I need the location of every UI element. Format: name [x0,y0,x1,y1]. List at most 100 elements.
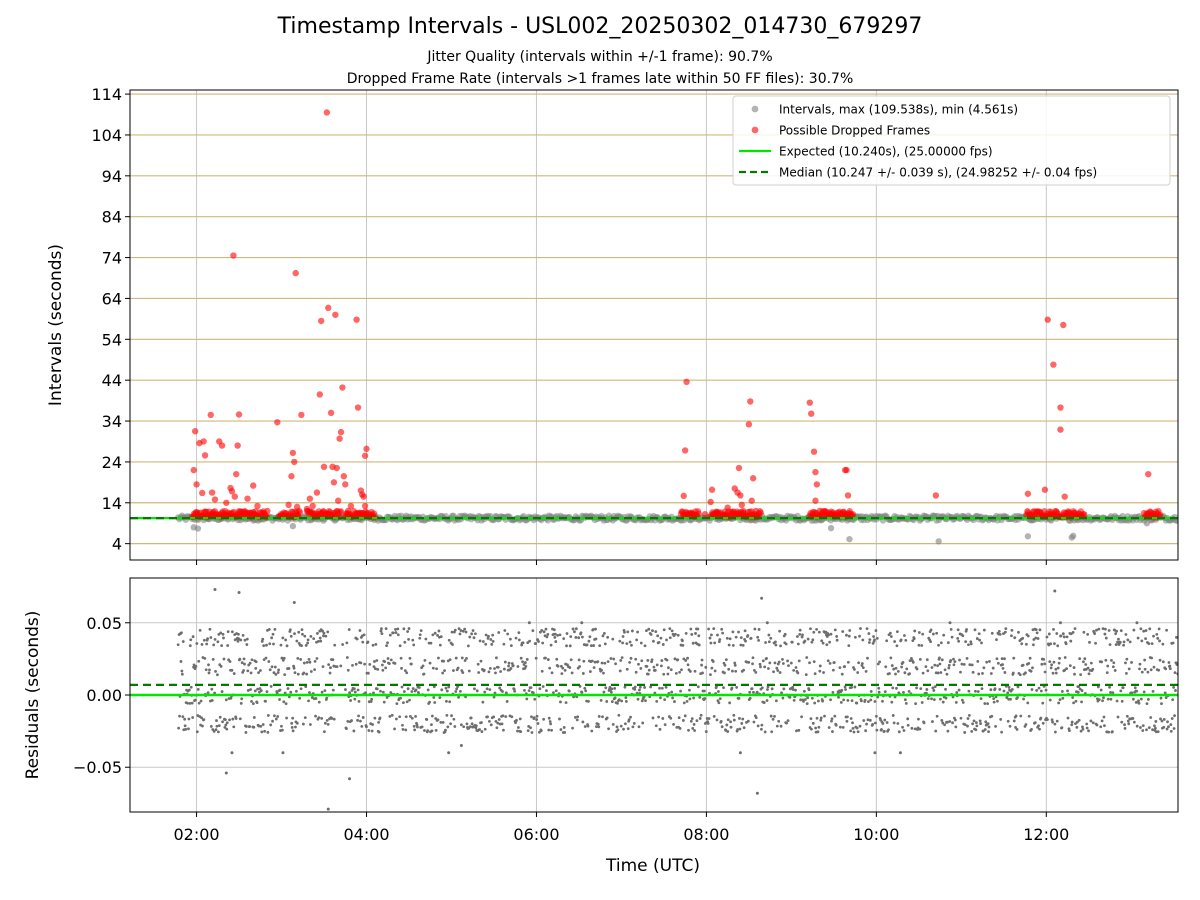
residual-point [468,725,472,729]
residual-point [271,719,274,723]
residual-point [525,658,529,661]
residual-point [1032,638,1036,641]
residual-point [202,638,206,642]
residual-point [781,662,785,665]
residual-point [910,726,914,730]
residual-point [866,718,870,722]
residual-point [523,688,526,692]
residual-point [379,689,382,693]
dropped-frame-point [264,507,271,515]
residual-point [995,638,998,642]
residual-point [1103,724,1106,728]
dropped-frame-point [333,464,340,472]
residual-point [625,667,629,671]
residual-point [418,633,422,637]
residual-point [534,642,538,645]
dropped-frame-point [327,409,335,417]
residual-point [969,640,973,644]
residual-point [1046,718,1049,721]
residual-point [935,714,939,718]
residual-point [524,665,528,668]
residual-point [751,656,755,660]
residual-point [329,666,332,670]
residual-point [980,641,983,645]
residual-point [815,716,819,720]
residual-point [480,730,484,733]
residual-point [684,631,688,635]
residual-point [769,714,773,718]
residual-point [659,664,663,668]
residual-point [647,668,651,672]
residual-point [505,700,509,703]
residual-point [1000,657,1004,661]
residual-point [717,690,720,693]
residual-point [1024,642,1028,646]
residual-point [1054,671,1058,675]
residual-point [917,631,921,634]
residual-point [571,627,575,631]
dropped-frame-point [293,503,301,511]
residual-point [863,698,867,702]
residual-point [1035,631,1039,635]
residual-point [531,691,535,695]
dropped-frame-point [296,509,304,516]
residual-point [669,668,673,672]
residual-point [1113,669,1117,672]
residual-point [289,690,293,694]
residual-point [779,644,782,648]
residual-point [1070,720,1074,724]
residual-point [856,671,860,674]
residual-point [502,728,505,732]
residual-point [243,662,246,666]
residual-point [1048,660,1052,664]
residual-point [803,698,807,701]
residual-point [296,672,300,676]
residual-point [1058,657,1061,660]
residual-point [341,643,345,646]
residual-point [302,661,306,665]
residual-point [470,632,474,636]
residual-point [426,688,430,692]
residual-point [481,700,485,704]
residual-point [723,671,726,675]
residual-point [858,724,862,728]
residual-point [736,728,739,731]
dropped-frame-point [1057,426,1064,433]
residual-point [685,700,689,703]
residual-point [568,644,572,648]
residual-point [222,657,226,661]
residual-point [278,688,282,692]
residual-point [812,630,816,634]
residual-point [502,667,506,671]
residual-point [1010,634,1013,638]
residual-point [1159,717,1162,721]
residual-point [956,628,960,632]
residual-point [439,635,443,639]
residual-point [645,664,649,668]
residual-point [696,627,700,631]
dropped-frame-point [701,511,709,518]
dropped-frame-point [1050,361,1057,368]
dropped-frame-point [1081,511,1088,518]
residual-point [805,702,809,706]
residual-point [373,716,377,720]
residual-point [1082,660,1085,664]
dropped-frame-point [289,449,297,457]
residual-point [1007,686,1011,689]
residual-point [707,627,710,631]
residual-point [864,729,868,733]
residual-point [750,687,754,691]
residual-point [266,730,270,734]
residual-point [525,697,529,701]
residual-point [1109,691,1112,694]
residual-point [686,656,689,660]
residual-point [1135,724,1139,728]
residual-point [394,628,397,631]
residual-point [556,664,560,668]
residual-point [504,715,508,719]
residual-point [237,632,240,636]
residual-point [211,657,215,661]
residual-point [1133,686,1137,690]
residual-point [554,640,558,643]
dropped-frame-point [223,499,230,506]
